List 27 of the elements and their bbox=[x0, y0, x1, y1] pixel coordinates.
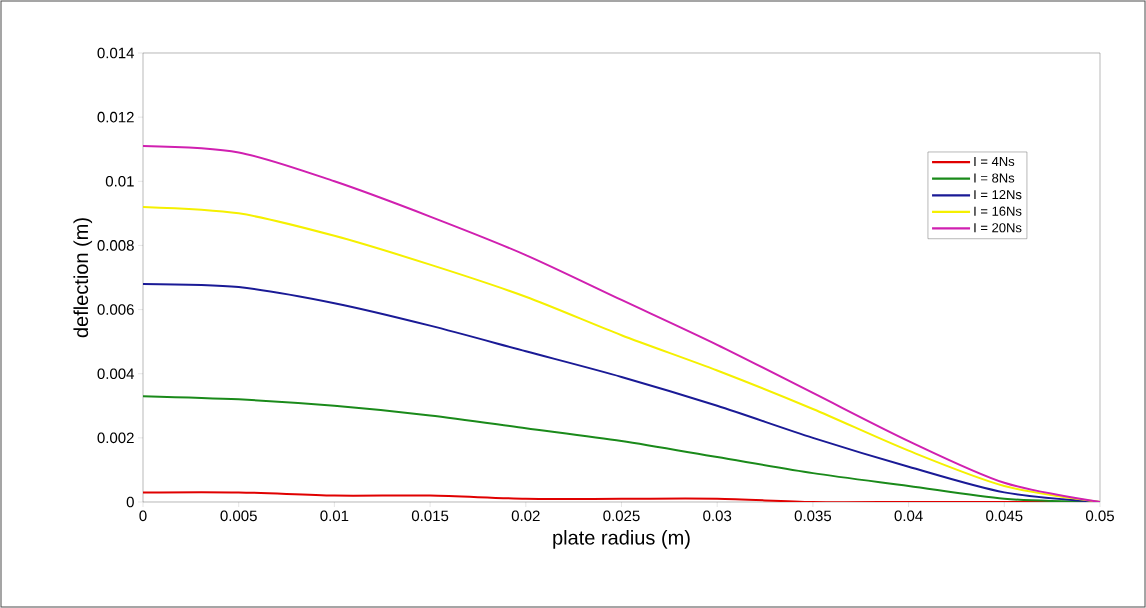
x-tick-label: 0.045 bbox=[986, 510, 1023, 522]
legend-label: I = 8Ns bbox=[974, 173, 1015, 183]
line-series bbox=[143, 145, 1101, 502]
y-tick-label: 0 bbox=[126, 496, 134, 508]
x-tick-label: 0.03 bbox=[703, 510, 732, 522]
y-tick-label: 0.014 bbox=[97, 47, 135, 59]
legend-label: I = 12Ns bbox=[974, 189, 1022, 200]
x-tick-label: 0.015 bbox=[411, 510, 449, 522]
x-tick-label: 0.04 bbox=[894, 510, 923, 522]
x-tick-label: 0.05 bbox=[1085, 510, 1114, 522]
y-tick-label: 0.012 bbox=[97, 111, 134, 123]
y-tick-label: 0.002 bbox=[97, 432, 134, 444]
x-tick-label: 0 bbox=[139, 510, 147, 522]
y-tick-label: 0.004 bbox=[97, 368, 135, 380]
x-axis-title: plate radius (m) bbox=[553, 530, 690, 549]
y-tick-label: 0.008 bbox=[97, 240, 134, 251]
y-tick-label: 0.006 bbox=[97, 304, 134, 315]
x-tick-label: 0.02 bbox=[511, 510, 540, 522]
y-tick-label: 0.01 bbox=[105, 175, 134, 187]
x-tick-label: 0.035 bbox=[794, 510, 832, 522]
x-tick-label: 0.005 bbox=[220, 510, 257, 522]
legend-label: I = 20Ns bbox=[974, 223, 1022, 233]
legend-label: I = 16Ns bbox=[974, 206, 1022, 216]
legend-label: I = 4Ns bbox=[974, 156, 1015, 167]
y-axis-title: deflection (m) bbox=[73, 218, 93, 338]
x-tick-label: 0.01 bbox=[320, 510, 349, 522]
x-tick-label: 0.025 bbox=[603, 510, 640, 522]
